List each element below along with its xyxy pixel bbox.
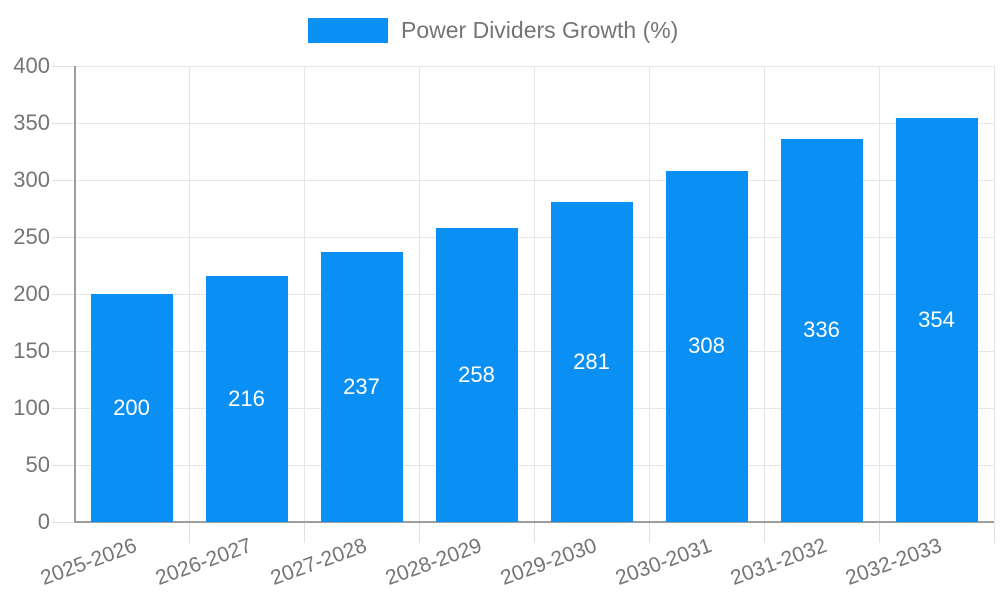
v-gridline xyxy=(763,66,765,522)
legend: Power Dividers Growth (%) xyxy=(308,16,678,44)
bar[interactable]: 336 xyxy=(780,138,863,522)
y-tick xyxy=(52,407,74,409)
v-gridline xyxy=(418,66,420,522)
x-tick xyxy=(418,522,420,543)
bar-value-label: 281 xyxy=(573,348,610,374)
bar-value-label: 258 xyxy=(458,361,495,387)
y-tick xyxy=(52,350,74,352)
v-gridline xyxy=(188,66,190,522)
y-tick xyxy=(52,179,74,181)
bar[interactable]: 308 xyxy=(665,170,748,522)
y-axis-label: 50 xyxy=(25,452,50,477)
bar[interactable]: 258 xyxy=(435,227,518,522)
v-gridline xyxy=(878,66,880,522)
x-tick xyxy=(763,522,765,543)
y-tick xyxy=(52,122,74,124)
bar[interactable]: 237 xyxy=(320,251,403,522)
y-axis-label: 400 xyxy=(13,53,50,78)
x-axis-line xyxy=(74,521,994,523)
legend-label: Power Dividers Growth (%) xyxy=(401,17,679,43)
bar[interactable]: 200 xyxy=(90,294,173,522)
y-axis-label: 200 xyxy=(13,281,50,306)
bar-value-label: 200 xyxy=(113,395,150,420)
x-tick xyxy=(303,522,305,543)
v-gridline xyxy=(993,66,995,522)
bar-value-label: 216 xyxy=(228,385,265,411)
v-gridline xyxy=(648,66,650,522)
y-tick xyxy=(52,236,74,238)
bar-value-label: 308 xyxy=(688,333,725,359)
v-gridline xyxy=(303,66,305,522)
y-axis-label: 150 xyxy=(13,338,50,363)
y-axis-label: 300 xyxy=(13,167,50,192)
y-axis-line xyxy=(74,66,76,522)
x-tick xyxy=(533,522,535,543)
v-gridline xyxy=(533,66,535,522)
x-tick xyxy=(878,522,880,543)
y-tick xyxy=(52,293,74,295)
bar-value-label: 237 xyxy=(343,373,380,399)
x-tick xyxy=(648,522,650,543)
bar-value-label: 336 xyxy=(803,317,840,343)
bar[interactable]: 354 xyxy=(895,118,978,522)
y-axis-label: 250 xyxy=(13,224,50,249)
y-tick xyxy=(52,521,74,523)
y-axis-label: 350 xyxy=(13,110,50,135)
bar-value-label: 354 xyxy=(918,307,955,333)
x-tick xyxy=(993,522,995,543)
legend-swatch xyxy=(308,17,388,43)
x-tick xyxy=(188,522,190,543)
y-axis-label: 100 xyxy=(13,395,50,420)
bar[interactable]: 216 xyxy=(205,275,288,522)
y-tick xyxy=(52,65,74,67)
y-tick xyxy=(52,464,74,466)
y-axis-label: 0 xyxy=(37,509,50,534)
bar[interactable]: 281 xyxy=(550,201,633,522)
